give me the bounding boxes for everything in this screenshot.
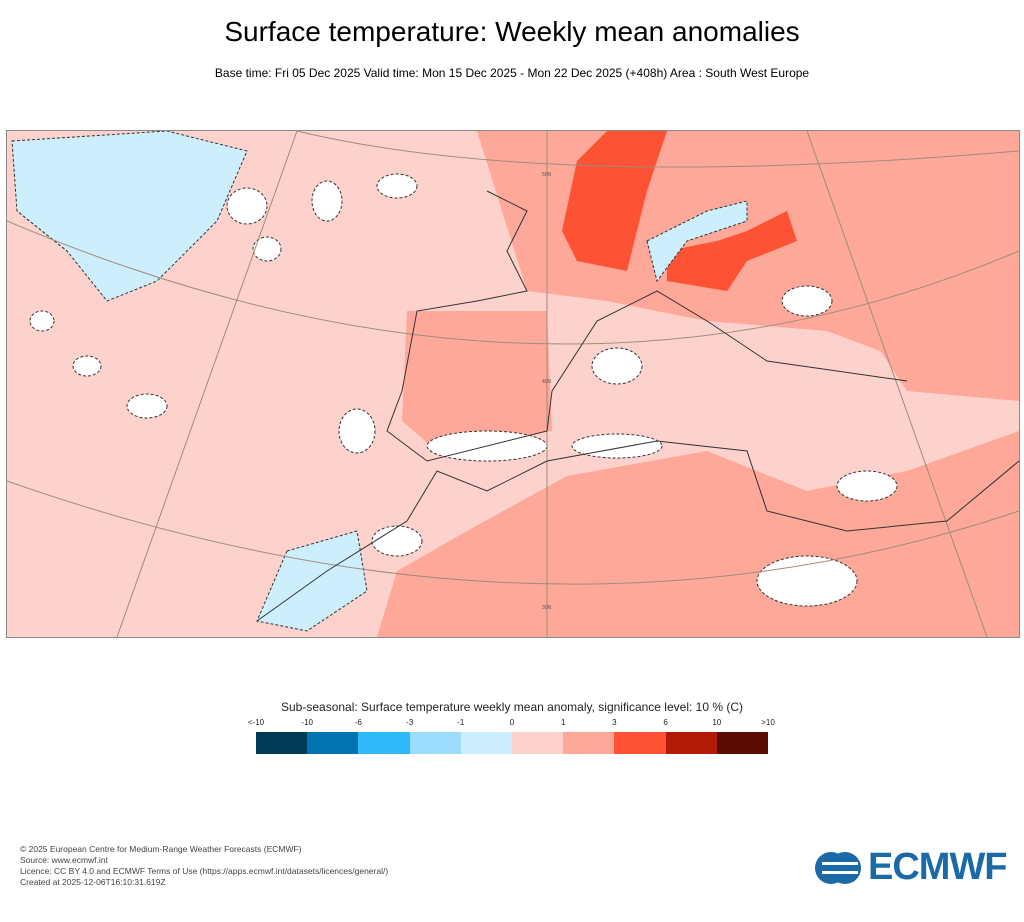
lat-label: 40N	[542, 379, 552, 385]
colorbar-swatch	[614, 732, 666, 754]
graticule	[7, 131, 1019, 637]
colorbar-swatch	[358, 732, 410, 754]
cold-region-morocco	[256, 530, 368, 632]
ecmwf-logo-icon	[815, 851, 861, 884]
colorbar-swatch	[511, 732, 564, 754]
anomaly-region-iberia	[402, 311, 552, 451]
coastlines	[256, 190, 1019, 622]
colorbar-swatch	[665, 732, 717, 754]
ecmwf-logo: ECMWF	[814, 846, 1008, 889]
colorbar-tick-label: 3	[612, 718, 617, 727]
source-text: Source: www.ecmwf.int	[20, 855, 108, 865]
copyright-text: © 2025 European Centre for Medium-Range …	[20, 844, 302, 854]
chart-title: Surface temperature: Weekly mean anomali…	[224, 16, 800, 47]
colorbar-swatch	[307, 732, 359, 754]
colorbar-swatch	[563, 732, 615, 754]
colorbar-tick-label: 0	[509, 718, 515, 727]
colorbar-swatch	[716, 732, 768, 754]
colorbar-title: Sub-seasonal: Surface temperature weekly…	[281, 700, 743, 714]
colorbar-tick-label: 1	[560, 718, 566, 727]
cold-region-alps	[646, 200, 748, 283]
colorbar-tick-label: 6	[663, 718, 668, 727]
lat-label: 30N	[542, 605, 552, 611]
colorbar-swatch	[256, 732, 308, 754]
colorbar-tick-label: >10	[761, 718, 775, 727]
colorbar-tick-label: -1	[457, 718, 465, 727]
anomaly-region-italy-warm	[667, 211, 797, 291]
licence-text: Licence: CC BY 4.0 and ECMWF Terms of Us…	[20, 866, 389, 876]
colorbar	[256, 732, 768, 754]
colorbar-tick-label: -10	[301, 718, 313, 727]
chart-subtitle: Base time: Fri 05 Dec 2025 Valid time: M…	[214, 66, 810, 80]
anomaly-map[interactable]: 50N 40N 30N	[6, 130, 1020, 638]
colorbar-tick-label: -6	[354, 718, 362, 727]
cold-regions	[11, 131, 748, 632]
colorbar-tick-label: 10	[712, 718, 722, 727]
colorbar-swatch	[460, 732, 512, 754]
anomaly-region-balkans	[867, 281, 1019, 401]
colorbar-tick-label: <-10	[247, 718, 265, 727]
colorbar-swatch	[409, 732, 461, 754]
created-text: Created at 2025-12-06T16:10:31.619Z	[20, 877, 166, 887]
footer: © 2025 European Centre for Medium-Range …	[20, 844, 388, 888]
colorbar-tick-label: -3	[406, 718, 414, 727]
lat-label: 50N	[542, 172, 552, 178]
cold-region-atlantic-nw	[11, 131, 248, 302]
logo-text: ECMWF	[868, 846, 1008, 888]
